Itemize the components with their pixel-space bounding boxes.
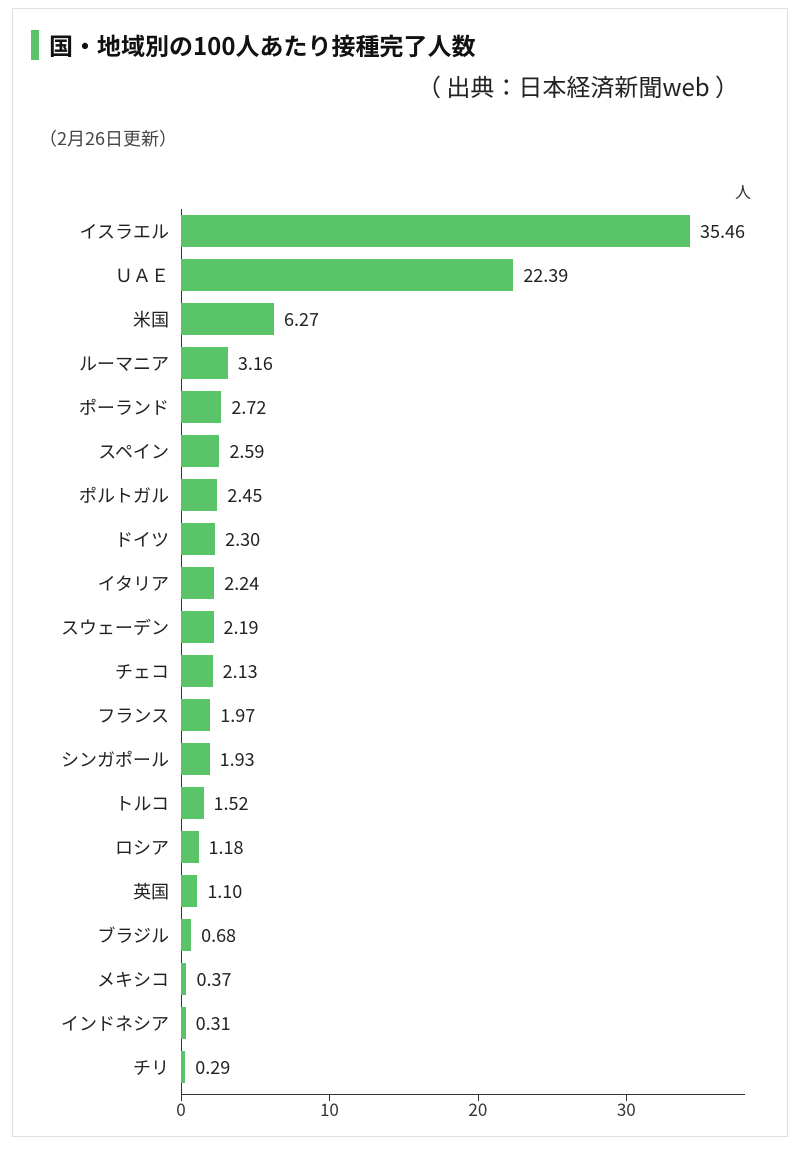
bar (181, 743, 210, 775)
category-label: イスラエル (41, 218, 181, 244)
title-row: 国・地域別の100人あたり接種完了人数 (31, 27, 769, 62)
value-label: 1.10 (197, 878, 242, 904)
value-label: 0.37 (186, 966, 231, 992)
bar-row: 英国1.10 (181, 869, 745, 913)
category-label: チェコ (41, 658, 181, 684)
value-label: 2.13 (213, 658, 258, 684)
bar-row: ドイツ2.30 (181, 517, 745, 561)
bar (181, 875, 197, 907)
category-label: フランス (41, 702, 181, 728)
value-label: 3.16 (228, 350, 273, 376)
value-label: 35.46 (690, 218, 745, 244)
bar (181, 259, 513, 291)
bar-row: 米国6.27 (181, 297, 745, 341)
category-label: 米国 (41, 306, 181, 332)
value-label: 22.39 (513, 262, 568, 288)
chart-source: （ 出典：日本経済新聞web ） (31, 68, 769, 103)
x-axis-line (181, 1094, 745, 1095)
bar-row: ロシア1.18 (181, 825, 745, 869)
bar (181, 523, 215, 555)
bar-row: インドネシア0.31 (181, 1001, 745, 1045)
category-label: ロシア (41, 834, 181, 860)
bar-row: ポルトガル2.45 (181, 473, 745, 517)
bar (181, 655, 213, 687)
chart-unit-label: 人 (31, 179, 769, 203)
category-label: インドネシア (41, 1010, 181, 1036)
chart-frame: 国・地域別の100人あたり接種完了人数 （ 出典：日本経済新聞web ） （2月… (12, 8, 788, 1137)
bar-row: チリ0.29 (181, 1045, 745, 1089)
value-label: 2.72 (221, 394, 266, 420)
x-tick-label: 10 (320, 1096, 339, 1121)
bar-row: イタリア2.24 (181, 561, 745, 605)
bar-row: ブラジル0.68 (181, 913, 745, 957)
bar-row: ポーランド2.72 (181, 385, 745, 429)
bar (181, 567, 214, 599)
category-label: ドイツ (41, 526, 181, 552)
value-label: 1.97 (210, 702, 255, 728)
bar (181, 699, 210, 731)
value-label: 2.45 (217, 482, 262, 508)
value-label: 0.68 (191, 922, 236, 948)
value-label: 0.29 (185, 1054, 230, 1080)
bar (181, 919, 191, 951)
bar-row: メキシコ0.37 (181, 957, 745, 1001)
bar (181, 479, 217, 511)
bar-row: シンガポール1.93 (181, 737, 745, 781)
title-accent (31, 30, 39, 60)
bar (181, 611, 214, 643)
category-label: トルコ (41, 790, 181, 816)
category-label: 英国 (41, 878, 181, 904)
bar (181, 787, 204, 819)
chart-title: 国・地域別の100人あたり接種完了人数 (49, 27, 475, 62)
category-label: イタリア (41, 570, 181, 596)
category-label: ポルトガル (41, 482, 181, 508)
category-label: メキシコ (41, 966, 181, 992)
value-label: 2.59 (219, 438, 264, 464)
chart-area: 0102030イスラエル35.46ＵＡＥ22.39米国6.27ルーマニア3.16… (31, 209, 769, 1139)
value-label: 1.18 (199, 834, 244, 860)
bar (181, 347, 228, 379)
x-tick-label: 0 (176, 1096, 185, 1121)
bar (181, 391, 221, 423)
value-label: 2.19 (214, 614, 259, 640)
bar (181, 303, 274, 335)
chart-plot: 0102030イスラエル35.46ＵＡＥ22.39米国6.27ルーマニア3.16… (181, 209, 745, 1089)
bar-row: ルーマニア3.16 (181, 341, 745, 385)
x-tick-label: 30 (617, 1096, 636, 1121)
x-tick-label: 20 (468, 1096, 487, 1121)
bar (181, 435, 219, 467)
category-label: スペイン (41, 438, 181, 464)
bar-row: チェコ2.13 (181, 649, 745, 693)
category-label: チリ (41, 1054, 181, 1080)
value-label: 2.30 (215, 526, 260, 552)
bar-row: イスラエル35.46 (181, 209, 745, 253)
category-label: スウェーデン (41, 614, 181, 640)
category-label: シンガポール (41, 746, 181, 772)
value-label: 2.24 (214, 570, 259, 596)
category-label: ルーマニア (41, 350, 181, 376)
bar-row: スウェーデン2.19 (181, 605, 745, 649)
value-label: 6.27 (274, 306, 319, 332)
bar-row: フランス1.97 (181, 693, 745, 737)
value-label: 1.52 (204, 790, 249, 816)
chart-updated: （2月26日更新） (31, 125, 769, 151)
bar-row: ＵＡＥ22.39 (181, 253, 745, 297)
category-label: ポーランド (41, 394, 181, 420)
bar (181, 831, 199, 863)
category-label: ブラジル (41, 922, 181, 948)
value-label: 0.31 (186, 1010, 231, 1036)
bar-row: スペイン2.59 (181, 429, 745, 473)
value-label: 1.93 (210, 746, 255, 772)
category-label: ＵＡＥ (41, 262, 181, 288)
bar (181, 215, 690, 247)
bar-row: トルコ1.52 (181, 781, 745, 825)
